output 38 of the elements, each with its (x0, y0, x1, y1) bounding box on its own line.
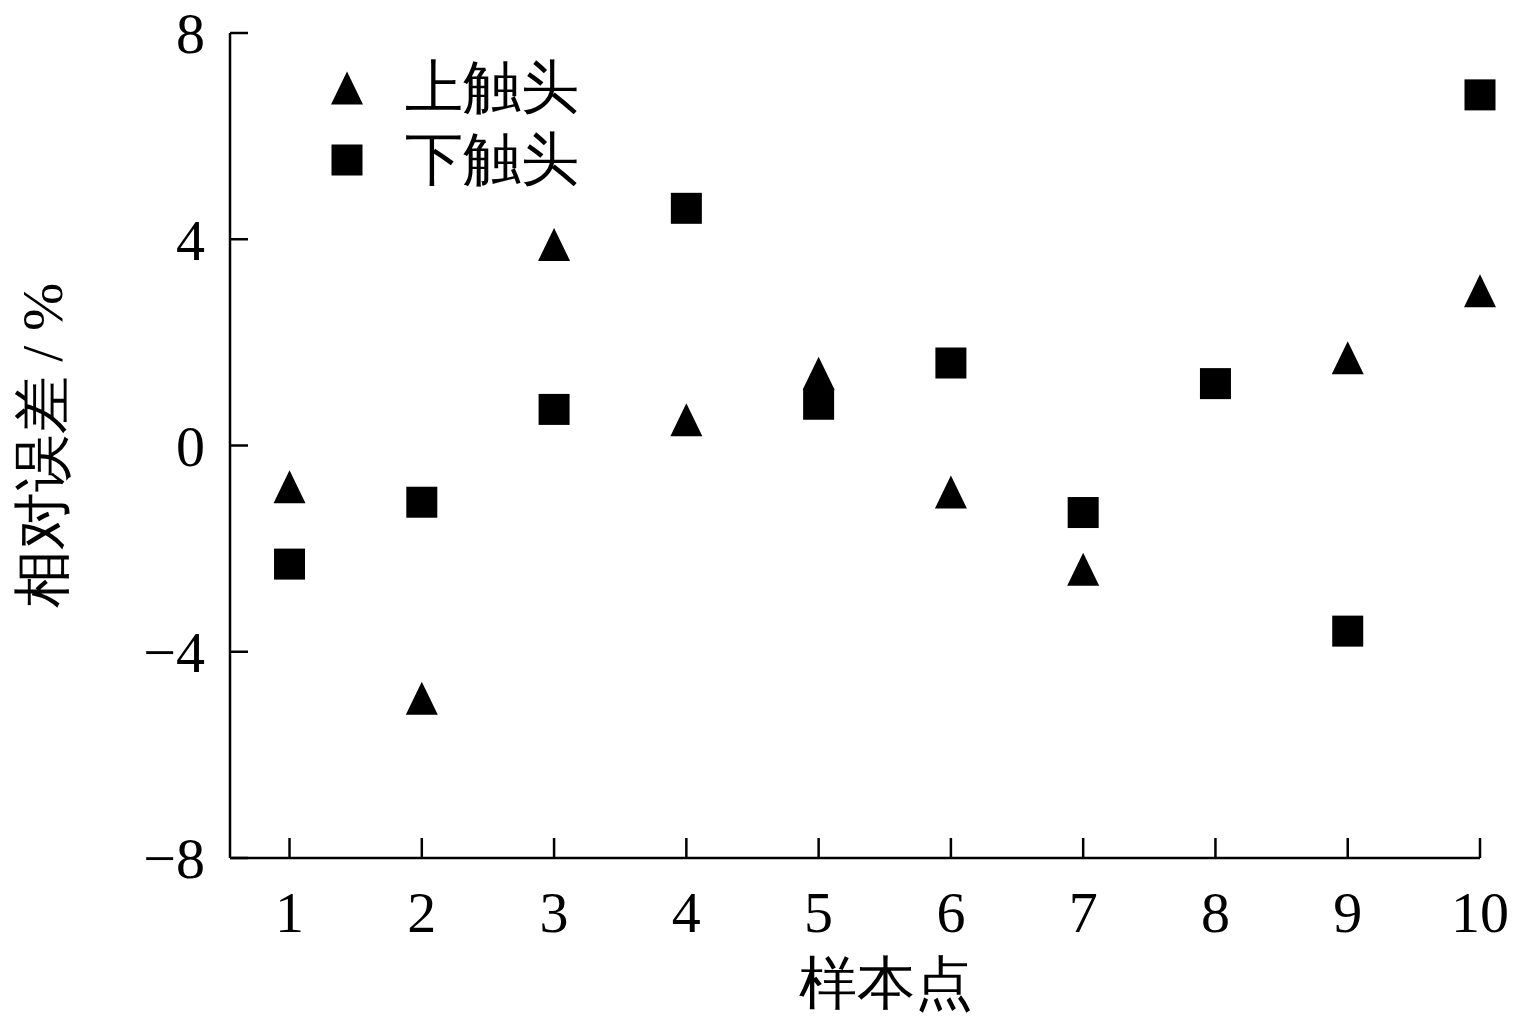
x-tick-label: 8 (1200, 880, 1230, 945)
x-tick-label: 6 (936, 880, 966, 945)
y-tick-label: −8 (143, 826, 205, 892)
point (934, 475, 967, 509)
point (1464, 79, 1496, 111)
x-tick-label: 5 (804, 880, 834, 945)
x-tick-label: 10 (1451, 880, 1509, 945)
point (1331, 341, 1364, 375)
x-axis-title: 样本点 (799, 950, 973, 1016)
point (670, 403, 703, 437)
x-tick-label: 7 (1068, 880, 1098, 945)
x-tick-label: 3 (539, 880, 569, 945)
point (1067, 552, 1100, 586)
x-tick-label: 2 (407, 880, 437, 945)
y-tick-label: 0 (176, 413, 205, 479)
y-tick-label: −4 (143, 620, 205, 686)
point (803, 388, 835, 420)
point (1332, 615, 1364, 647)
y-tick-label: 8 (176, 1, 205, 67)
point (538, 227, 571, 261)
point (405, 681, 438, 715)
legend-label: 上触头 (405, 55, 579, 120)
point (670, 192, 702, 224)
x-tick-label: 9 (1333, 880, 1363, 945)
x-tick-label: 4 (671, 880, 701, 945)
y-tick-label: 4 (176, 207, 205, 273)
point (802, 356, 835, 390)
y-axis-title: 相对误差 / % (9, 282, 75, 609)
point (1464, 274, 1496, 308)
point (1199, 368, 1231, 400)
point (935, 347, 967, 379)
point (406, 486, 438, 518)
point (274, 548, 306, 580)
point (273, 470, 306, 504)
point (538, 393, 570, 425)
x-tick-label: 1 (275, 880, 305, 945)
legend-label: 下触头 (405, 127, 579, 192)
point (1067, 497, 1099, 529)
